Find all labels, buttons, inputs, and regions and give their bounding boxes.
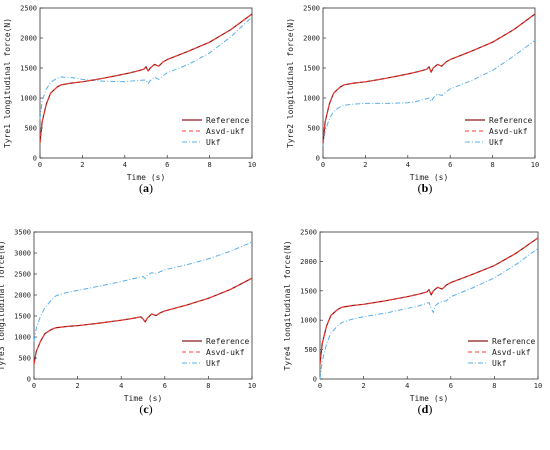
y-tick-label: 3500: [14, 229, 31, 237]
legend-entry: Asvd-ukf: [206, 348, 245, 357]
x-tick-label: 4: [123, 161, 127, 169]
legend-entry: Reference: [206, 116, 250, 125]
legend-entry: Asvd-ukf: [206, 127, 245, 136]
y-tick-label: 500: [18, 355, 31, 363]
x-tick-label: 6: [449, 382, 453, 390]
x-tick-label: 2: [361, 382, 365, 390]
plot-frame: [322, 7, 536, 159]
x-tick-label: 6: [163, 382, 167, 390]
y-tick-label: 1500: [300, 287, 317, 295]
y-axis-label: Tyre1 longitudinal force(N): [3, 18, 12, 148]
legend-entry: Ukf: [489, 138, 504, 147]
legend-entry: Reference: [206, 337, 250, 346]
x-tick-label: 2: [363, 161, 367, 169]
legend-entry: Reference: [489, 116, 533, 125]
y-tick-label: 2000: [14, 292, 31, 300]
x-axis-label: Time (s): [410, 394, 449, 403]
x-axis-label: Time (s): [410, 173, 449, 182]
series-line-asvd-ukf: [39, 13, 253, 144]
y-tick-label: 500: [304, 346, 317, 354]
y-tick-label: 2500: [14, 271, 31, 279]
x-tick-label: 4: [119, 382, 123, 390]
x-tick-label: 0: [318, 382, 322, 390]
legend-entry: Ukf: [206, 359, 221, 368]
y-tick-label: 2000: [303, 35, 320, 43]
plot-frame: [39, 7, 253, 159]
x-tick-label: 8: [492, 382, 496, 390]
y-tick-label: 1000: [14, 334, 31, 342]
panel-caption: (d): [418, 402, 433, 416]
series-line-ukf: [319, 248, 539, 380]
x-tick-label: 10: [248, 161, 256, 169]
x-tick-label: 2: [75, 382, 79, 390]
x-tick-label: 4: [406, 161, 410, 169]
y-tick-label: 2000: [300, 258, 317, 266]
y-tick-label: 0: [33, 155, 37, 163]
y-tick-label: 0: [313, 376, 317, 384]
panel-caption: (b): [418, 181, 433, 195]
y-tick-label: 0: [316, 155, 320, 163]
series-line-ukf: [322, 39, 536, 147]
panel-caption: (a): [139, 181, 153, 195]
y-tick-label: 2500: [303, 5, 320, 13]
plot-frame: [33, 231, 253, 380]
y-tick-label: 1500: [20, 65, 37, 73]
y-tick-label: 500: [307, 125, 320, 133]
x-tick-label: 10: [534, 382, 542, 390]
legend: Reference Asvd-ukf Ukf: [182, 337, 250, 368]
x-tick-label: 8: [206, 382, 210, 390]
legend: Reference Asvd-ukf Ukf: [182, 116, 250, 147]
series-line-ukf: [33, 241, 253, 342]
x-tick-label: 10: [531, 161, 539, 169]
y-tick-label: 2500: [20, 5, 37, 13]
y-tick-label: 0: [27, 376, 31, 384]
y-axis-label: Tyre3 longitudinal force(N): [0, 240, 6, 370]
y-tick-label: 2500: [300, 229, 317, 237]
legend-entry: Asvd-ukf: [492, 348, 531, 357]
x-axis-label: Time (s): [124, 394, 163, 403]
x-tick-label: 4: [405, 382, 409, 390]
y-tick-label: 3000: [14, 250, 31, 258]
legend: Reference Asvd-ukf Ukf: [468, 337, 536, 368]
chart-panel-d: 0 2 4 6 8 10 0 500 1000 1500 2000 2500 Time (s) Tyre4…: [283, 229, 542, 417]
x-tick-label: 10: [248, 382, 256, 390]
plot-frame: [319, 231, 539, 380]
y-tick-label: 1000: [20, 95, 37, 103]
series-line-asvd-ukf: [319, 237, 539, 365]
y-axis-label: Tyre2 longitudinal force(N): [286, 18, 295, 148]
x-tick-label: 2: [80, 161, 84, 169]
x-tick-label: 6: [448, 161, 452, 169]
y-tick-label: 500: [24, 125, 37, 133]
chart-panel-a: 0 2 4 6 8 10 0 500 1000 1500 2000 2500 Time (s) Tyre1…: [3, 5, 256, 196]
chart-panel-b: 0 2 4 6 8 10 0 500 1000 1500 2000 2500 Time (s) Tyre2…: [286, 5, 539, 196]
y-tick-label: 1000: [303, 95, 320, 103]
x-tick-label: 0: [321, 161, 325, 169]
legend-entry: Ukf: [206, 138, 221, 147]
y-axis-label: Tyre4 longitudinal force(N): [283, 240, 292, 370]
y-tick-label: 1500: [14, 313, 31, 321]
legend: Reference Asvd-ukf Ukf: [465, 116, 533, 147]
series-line-ukf: [39, 16, 253, 120]
legend-entry: Ukf: [492, 359, 507, 368]
series-line-asvd-ukf: [33, 277, 253, 365]
x-tick-label: 0: [38, 161, 42, 169]
legend-entry: Reference: [492, 337, 536, 346]
chart-panel-c: 0 2 4 6 8 10 0 500 1000 1500 2000 2500 3000 3500 Time …: [0, 229, 256, 417]
y-tick-label: 1000: [300, 317, 317, 325]
x-tick-label: 8: [207, 161, 211, 169]
y-tick-label: 1500: [303, 65, 320, 73]
series-line-asvd-ukf: [322, 13, 536, 144]
x-tick-label: 0: [32, 382, 36, 390]
legend-entry: Asvd-ukf: [489, 127, 528, 136]
x-tick-label: 8: [490, 161, 494, 169]
y-tick-label: 2000: [20, 35, 37, 43]
x-axis-label: Time (s): [127, 173, 166, 182]
x-tick-label: 6: [165, 161, 169, 169]
panel-caption: (c): [139, 402, 152, 416]
